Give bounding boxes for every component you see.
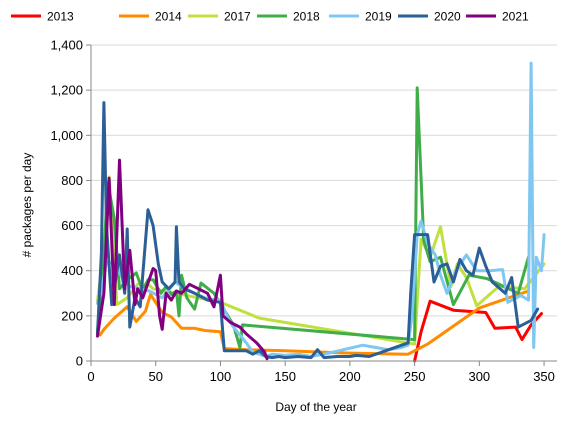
y-axis-title: # packages per day: [20, 153, 34, 258]
y-tick-label: 1,000: [50, 128, 83, 143]
legend-item-2019: 2019: [329, 10, 392, 24]
legend-label: 2021: [502, 10, 529, 24]
x-tick-label: 300: [468, 369, 490, 384]
series-line-2013: [413, 299, 543, 363]
legend-item-2013: 2013: [11, 10, 74, 24]
y-tick-label: 600: [61, 218, 83, 233]
y-tick-label: 1,200: [50, 83, 83, 98]
y-tick-label: 200: [61, 308, 83, 323]
legend-label: 2013: [47, 10, 74, 24]
legend-label: 2014: [155, 10, 182, 24]
legend-item-2021: 2021: [466, 10, 529, 24]
x-tick-label: 150: [274, 369, 296, 384]
legend-item-2018: 2018: [257, 10, 320, 24]
legend-item-2014: 2014: [119, 10, 182, 24]
y-tick-label: 400: [61, 263, 83, 278]
legend-item-2020: 2020: [398, 10, 461, 24]
series-lines: [96, 61, 546, 363]
y-tick-label: 800: [61, 173, 83, 188]
legend-label: 2018: [293, 10, 320, 24]
x-tick-label: 0: [87, 369, 94, 384]
gridlines: [91, 44, 557, 317]
legend: 2013 2014 2017 2018 2019 2020 2021: [11, 10, 529, 24]
y-tick-label: 1,400: [50, 38, 83, 53]
x-tick-label: 350: [533, 369, 555, 384]
x-axis-title: Day of the year: [275, 400, 356, 414]
x-tick-label: 200: [339, 369, 361, 384]
series-line-2018: [96, 86, 530, 349]
legend-label: 2020: [434, 10, 461, 24]
series-line-2020: [96, 101, 540, 360]
x-tick-label: 50: [148, 369, 162, 384]
series-line-2021: [96, 158, 269, 361]
series-line-2017: [96, 175, 546, 346]
legend-item-2017: 2017: [188, 10, 251, 24]
x-tick-label: 100: [210, 369, 232, 384]
x-axis-ticks: 0 50 100 150 200 250 300 350: [87, 361, 555, 384]
y-tick-label: 0: [76, 354, 83, 369]
y-axis-ticks: 0 200 400 600 800 1,000 1,200 1,400: [50, 38, 91, 369]
x-tick-label: 250: [404, 369, 426, 384]
legend-label: 2019: [365, 10, 392, 24]
legend-label: 2017: [224, 10, 251, 24]
